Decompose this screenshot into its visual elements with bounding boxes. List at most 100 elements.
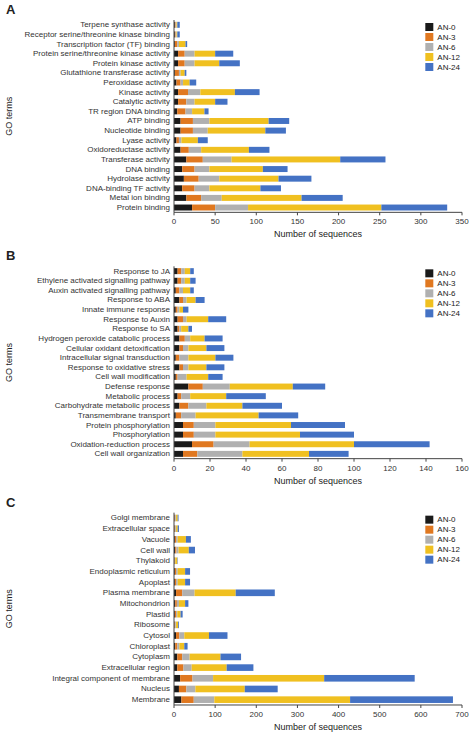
- bar-segment: [177, 22, 179, 28]
- x-tick: [338, 212, 339, 215]
- x-tick: [174, 459, 175, 462]
- bar-segment: [174, 675, 180, 682]
- legend-swatch: [425, 43, 433, 51]
- bar-segment: [184, 643, 187, 650]
- x-tick: [282, 459, 283, 462]
- x-tick: [426, 459, 427, 462]
- category-label: Ethylene activated signalling pathway: [37, 276, 170, 285]
- legend-swatch: [425, 546, 433, 554]
- bar-segment: [178, 525, 179, 532]
- bar-segment: [183, 316, 187, 322]
- bar-segment: [174, 393, 178, 399]
- bar-segment: [185, 70, 187, 76]
- bar-segment: [174, 156, 186, 162]
- page: {"chart_data": [ {"type": "bar", "title"…: [0, 0, 474, 739]
- legend-swatch: [425, 53, 433, 61]
- bar-segment: [354, 441, 430, 447]
- legend-swatch: [425, 63, 433, 71]
- bar-segment: [196, 412, 259, 418]
- category-label: Defense response: [105, 382, 170, 391]
- bar-segment: [177, 557, 178, 564]
- category-label: Intracellular signal transduction: [60, 353, 170, 362]
- category-label: Cytosol: [143, 631, 170, 640]
- x-tick-label: 200: [250, 710, 264, 719]
- bar-segment: [195, 166, 210, 172]
- bar-segment: [309, 451, 349, 457]
- bar-segment: [185, 579, 190, 586]
- bar-segment: [193, 128, 208, 134]
- x-axis-line: [174, 212, 462, 213]
- legend-swatch: [425, 526, 433, 534]
- legend-swatch: [425, 23, 433, 31]
- bar-segment: [235, 89, 260, 95]
- bar-segment: [175, 579, 176, 586]
- bar-segment: [178, 89, 188, 95]
- category-label: Response to Auxin: [103, 315, 170, 324]
- bar-segment: [192, 664, 227, 671]
- bar-segment: [174, 403, 179, 409]
- bar-segment: [222, 195, 302, 201]
- bar-segment: [350, 696, 453, 703]
- category-label: Thylakoid: [136, 556, 170, 565]
- category-label: Mitochondrion: [120, 599, 170, 608]
- x-tick: [462, 212, 463, 215]
- y-axis-line: [174, 20, 175, 212]
- bar-segment: [195, 99, 216, 105]
- category-label: Phosphorylation: [113, 430, 170, 439]
- bar-segment: [178, 393, 182, 399]
- bar-segment: [186, 156, 202, 162]
- bar-segment: [186, 195, 201, 201]
- category-label: Protein binding: [117, 203, 170, 212]
- bar-segment: [186, 99, 194, 105]
- y-axis-line: [174, 513, 175, 705]
- x-tick: [297, 705, 298, 708]
- category-label: Vacuole: [142, 535, 171, 544]
- bar-segment: [250, 441, 354, 447]
- category-label: Endoplasmic reticulum: [90, 567, 171, 576]
- category-label: Kinase activity: [119, 88, 170, 97]
- category-label: ATP binding: [127, 116, 170, 125]
- bar-segment: [185, 51, 195, 57]
- bar-segment: [209, 185, 260, 191]
- bar-segment: [174, 441, 192, 447]
- bar-segment: [209, 166, 262, 172]
- legend-swatch: [425, 289, 433, 297]
- bar-segment: [174, 297, 179, 303]
- bar-segment: [188, 345, 206, 351]
- bar-segment: [178, 536, 186, 543]
- category-label: Response to JA: [114, 267, 171, 276]
- bar-segment: [302, 195, 343, 201]
- x-tick: [210, 459, 211, 462]
- bar-segment: [215, 205, 248, 211]
- legend-label: AN-24: [437, 63, 460, 72]
- x-tick: [215, 212, 216, 215]
- bar-segment: [381, 205, 447, 211]
- bar-segment: [179, 326, 181, 332]
- category-label: Cell wall: [140, 546, 170, 555]
- x-tick: [256, 705, 257, 708]
- bar-segment: [200, 89, 235, 95]
- category-label: Extracellular region: [102, 663, 170, 672]
- legend-label: AN-3: [437, 33, 456, 42]
- x-tick-label: 100: [208, 710, 222, 719]
- legend-label: AN-0: [437, 515, 456, 524]
- bar-segment: [204, 108, 208, 114]
- bar-segment: [175, 31, 177, 37]
- bar-segment: [209, 118, 268, 124]
- x-tick-label: 300: [414, 217, 428, 226]
- legend-label: AN-6: [437, 289, 456, 298]
- bar-segment: [174, 432, 183, 438]
- bar-segment: [179, 287, 183, 293]
- bar-segment: [183, 364, 188, 370]
- bar-segment: [213, 675, 324, 682]
- bar-segment: [176, 611, 177, 618]
- bar-segment: [175, 611, 176, 618]
- bar-segment: [214, 696, 350, 703]
- panel: ATerpene synthase activityReceptor serin…: [4, 2, 469, 239]
- legend-label: AN-6: [437, 43, 456, 52]
- x-tick-label: 200: [332, 217, 346, 226]
- bar-segment: [192, 205, 215, 211]
- x-tick: [174, 705, 175, 708]
- category-label: Chloroplast: [130, 642, 171, 651]
- category-label: Transferase activity: [101, 155, 170, 164]
